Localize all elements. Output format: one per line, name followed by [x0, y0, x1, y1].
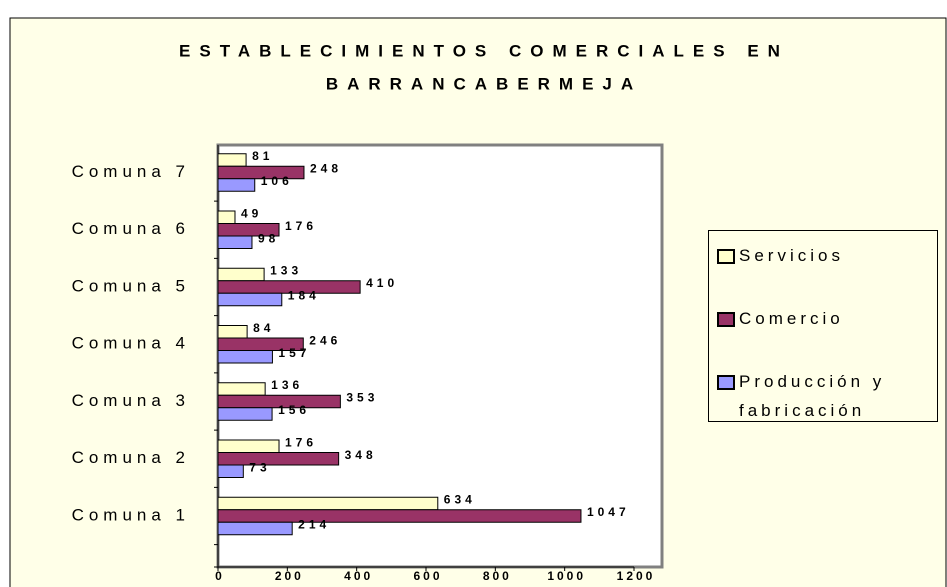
y-tick-label: Comuna 4: [72, 334, 190, 353]
bar: [217, 210, 236, 224]
x-tick-label: 800: [483, 569, 512, 583]
bar: [217, 407, 273, 421]
data-label: 49: [241, 206, 262, 220]
x-tick-label: 1200: [617, 569, 656, 583]
data-label: 348: [345, 448, 377, 462]
bar: [217, 325, 248, 339]
x-tick-label: 600: [413, 569, 442, 583]
legend: Servicios Comercio Producción y fabricació…: [708, 230, 938, 422]
bar: [217, 280, 361, 294]
bar: [217, 509, 582, 523]
data-label: 73: [249, 460, 270, 474]
data-label: 157: [278, 346, 310, 360]
legend-swatch: [717, 249, 735, 264]
chart-title: BARRANCABERMEJA: [326, 74, 642, 93]
legend-label: Servicios: [739, 246, 844, 265]
data-label: 176: [285, 219, 317, 233]
bar: [217, 267, 265, 282]
data-label: 81: [252, 149, 273, 163]
data-label: 98: [258, 231, 279, 245]
data-label: 133: [270, 264, 302, 278]
y-tick-label: Comuna 5: [72, 276, 190, 295]
data-label: 246: [309, 333, 341, 347]
data-label: 1047: [587, 505, 630, 519]
chart-title: ESTABLECIMIENTOS COMERCIALES EN: [179, 41, 789, 60]
bar: [217, 521, 293, 536]
y-tick-label: Comuna 3: [72, 391, 190, 410]
x-tick-label: 0: [215, 569, 225, 583]
y-tick-label: Comuna 6: [72, 219, 190, 238]
legend-label: Comercio: [739, 309, 844, 328]
x-tick-label: 1000: [547, 569, 586, 583]
legend-swatch: [717, 312, 735, 327]
bar: [217, 439, 280, 453]
bar: [217, 394, 341, 409]
data-label: 84: [253, 321, 274, 335]
bar: [217, 382, 266, 396]
data-label: 136: [271, 378, 303, 392]
data-label: 248: [310, 162, 342, 176]
data-label: 106: [261, 174, 293, 188]
y-tick-label: Comuna 7: [72, 162, 190, 181]
bar: [217, 292, 283, 307]
legend-label: Producción y fabricación: [739, 372, 886, 420]
bar: [217, 153, 247, 167]
bar: [217, 178, 256, 192]
data-label: 353: [346, 391, 378, 405]
x-tick-label: 400: [344, 569, 373, 583]
data-label: 410: [366, 276, 398, 290]
data-label: 634: [444, 493, 476, 507]
bar: [217, 235, 253, 249]
bar: [217, 496, 439, 511]
legend-entry: Servicios: [717, 241, 929, 270]
data-label: 176: [285, 435, 317, 449]
data-label: 184: [288, 289, 320, 303]
bar: [217, 452, 340, 466]
bar: [217, 165, 305, 180]
x-tick-label: 200: [275, 569, 304, 583]
legend-entry: Comercio: [717, 304, 929, 333]
data-label: 214: [298, 518, 330, 532]
y-tick-label: Comuna 2: [72, 448, 190, 467]
data-label: 156: [278, 403, 310, 417]
legend-entry: Producción y fabricación: [717, 367, 929, 425]
bar: [217, 464, 244, 478]
bar: [217, 350, 273, 364]
plot-area: [216, 143, 664, 569]
y-tick-label: Comuna 1: [72, 505, 190, 524]
legend-swatch: [717, 375, 735, 390]
